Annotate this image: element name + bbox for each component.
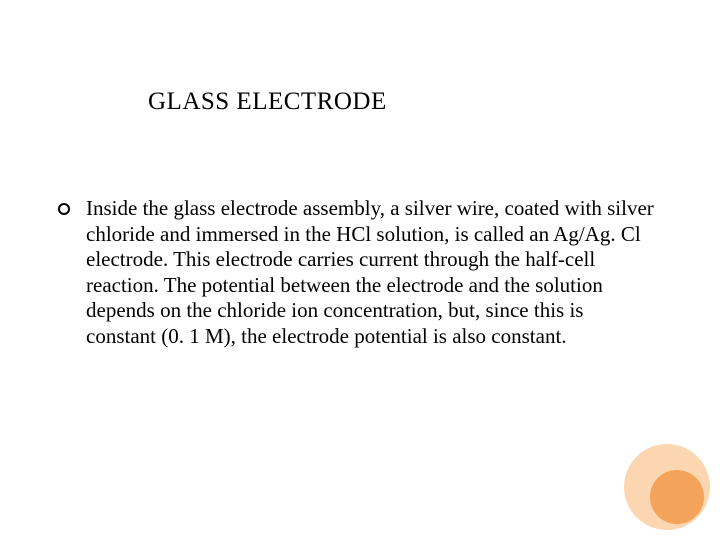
decoration-inner-circle: [650, 470, 704, 524]
hollow-circle-icon: [58, 203, 70, 215]
bullet-item: Inside the glass electrode assembly, a s…: [58, 196, 658, 350]
content-area: Inside the glass electrode assembly, a s…: [58, 196, 658, 350]
body-text: Inside the glass electrode assembly, a s…: [86, 196, 658, 350]
slide-title: GLASS ELECTRODE: [148, 88, 387, 116]
